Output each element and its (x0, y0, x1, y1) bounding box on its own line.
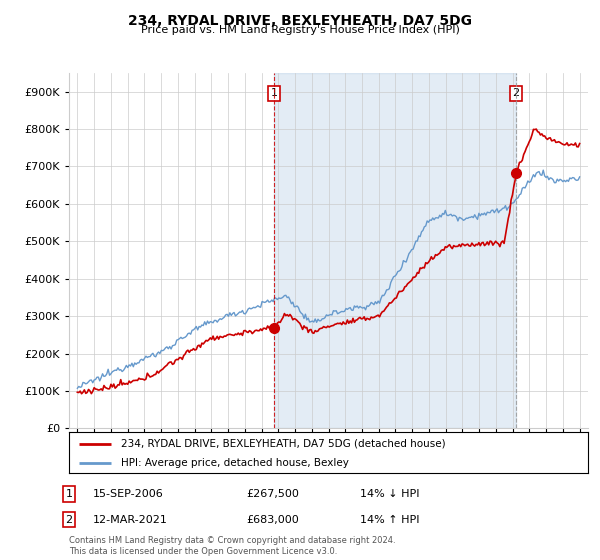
Text: 12-MAR-2021: 12-MAR-2021 (93, 515, 168, 525)
Text: 1: 1 (65, 489, 73, 499)
Text: HPI: Average price, detached house, Bexley: HPI: Average price, detached house, Bexl… (121, 458, 349, 468)
Text: £267,500: £267,500 (246, 489, 299, 499)
Text: 14% ↓ HPI: 14% ↓ HPI (360, 489, 419, 499)
Text: 1: 1 (271, 88, 278, 99)
Text: £683,000: £683,000 (246, 515, 299, 525)
Text: 234, RYDAL DRIVE, BEXLEYHEATH, DA7 5DG (detached house): 234, RYDAL DRIVE, BEXLEYHEATH, DA7 5DG (… (121, 439, 446, 449)
Text: 15-SEP-2006: 15-SEP-2006 (93, 489, 164, 499)
Text: 2: 2 (512, 88, 520, 99)
Text: 234, RYDAL DRIVE, BEXLEYHEATH, DA7 5DG: 234, RYDAL DRIVE, BEXLEYHEATH, DA7 5DG (128, 14, 472, 28)
Bar (274, 73, 516, 428)
Text: Contains HM Land Registry data © Crown copyright and database right 2024.
This d: Contains HM Land Registry data © Crown c… (69, 536, 395, 556)
Text: 2: 2 (65, 515, 73, 525)
Text: 14% ↑ HPI: 14% ↑ HPI (360, 515, 419, 525)
Text: Price paid vs. HM Land Registry's House Price Index (HPI): Price paid vs. HM Land Registry's House … (140, 25, 460, 35)
